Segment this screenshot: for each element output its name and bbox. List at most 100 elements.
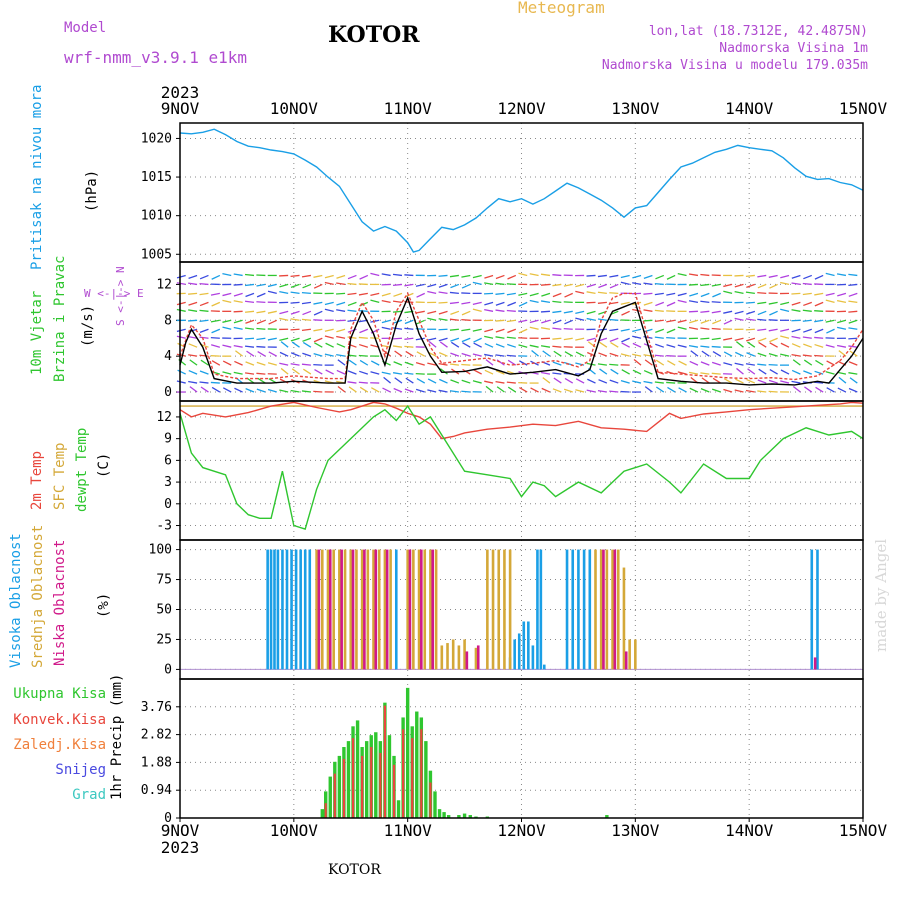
y-tick-label: 3.76 — [141, 700, 172, 715]
wind-arrow — [815, 359, 824, 366]
wind-arrow — [654, 336, 664, 339]
wind-arrow — [597, 291, 607, 295]
wind-arrow — [233, 344, 243, 348]
wind-arrow — [826, 387, 835, 393]
wind-arrow — [347, 274, 357, 280]
cloud-bar-high — [276, 549, 280, 670]
wind-arrow — [768, 379, 778, 384]
cloud-bar-low — [420, 549, 423, 670]
wind-arrow — [599, 341, 608, 348]
wind-arrow — [609, 379, 619, 384]
x-tick-label-bottom: 14NOV — [725, 821, 774, 840]
wind-arrow — [575, 290, 585, 295]
wind-arrow — [301, 328, 311, 332]
precip-bar-convective — [342, 758, 346, 818]
cloud-bar-low — [328, 549, 332, 670]
precip-bar-convective — [333, 773, 336, 818]
dewpt-temp-line — [179, 404, 864, 530]
wind-arrow — [381, 292, 391, 297]
wind-arrow — [484, 308, 494, 312]
wind-arrow — [564, 377, 574, 384]
wind-arrow — [449, 318, 459, 321]
wind-arrow — [700, 300, 710, 303]
wind-arrow — [621, 310, 630, 316]
wind-arrow — [279, 291, 289, 295]
wind-arrow — [802, 319, 812, 322]
wind-arrow — [245, 319, 255, 324]
wind-arrow — [268, 351, 278, 357]
wind-arrow — [791, 380, 801, 384]
wind-arrow — [392, 300, 403, 303]
wind-arrow — [518, 272, 528, 277]
wind-arrow — [392, 372, 403, 375]
wind-arrow — [290, 318, 300, 321]
wind-arrow — [393, 292, 403, 297]
wind-arrow — [757, 390, 767, 393]
wind-arrow — [575, 337, 585, 341]
wind-arrow — [780, 328, 790, 332]
wind-arrow — [472, 274, 482, 279]
wind-arrow — [757, 352, 767, 357]
wind-arrow — [199, 354, 209, 357]
wind-arrow — [712, 377, 722, 384]
wind-arrow — [747, 341, 756, 348]
meteogram-label: Meteogram — [518, 0, 605, 17]
wind-arrow — [758, 341, 767, 348]
wind-arrow — [620, 274, 630, 279]
wind-arrow — [336, 274, 346, 279]
wind-arrow — [620, 379, 630, 384]
wind-arrow — [336, 282, 346, 286]
precip-bar-total — [462, 813, 467, 818]
cloud-bar-mid — [366, 549, 370, 670]
wind-arrow — [233, 300, 243, 303]
wind-arrow — [700, 372, 710, 375]
x-tick-label-top: 13NOV — [611, 99, 660, 118]
wind-arrow — [610, 342, 619, 348]
wind-arrow — [199, 336, 209, 339]
wind-arrow — [791, 369, 801, 375]
wind-arrow — [745, 363, 755, 366]
wind-arrow — [757, 318, 767, 321]
wind-arrow — [495, 336, 505, 339]
wind-arrow — [279, 310, 289, 315]
wind-arrow — [188, 292, 198, 295]
wind-arrow — [427, 290, 437, 295]
wind-arrow — [700, 345, 710, 348]
wind-arrow — [301, 318, 311, 321]
wind-arrow — [347, 328, 357, 333]
wind-arrow — [814, 354, 824, 357]
cloud-bar-high — [290, 549, 293, 670]
wind-arrow — [290, 389, 300, 393]
wind-arrow — [804, 386, 813, 393]
wind-arrow — [256, 301, 266, 304]
wind-arrow — [632, 353, 642, 357]
wind-arrow — [780, 308, 790, 312]
wind-gust-line — [179, 291, 864, 381]
wind-arrow — [427, 362, 437, 366]
wind-arrow — [370, 360, 380, 366]
precip-bar-convective — [402, 729, 405, 818]
wind-arrow — [643, 369, 653, 375]
wind-arrow — [438, 352, 448, 357]
wind-arrow — [540, 283, 551, 286]
cloud-bar-low — [476, 645, 480, 670]
wind-arrow — [586, 389, 596, 393]
wind-arrow — [302, 310, 312, 316]
wind-arrow — [802, 336, 812, 339]
cloud-bar-mid — [491, 549, 495, 670]
wind-arrow — [518, 292, 528, 296]
wind-arrow — [700, 292, 710, 298]
wind-arrow — [700, 273, 710, 277]
wind-arrow — [518, 301, 528, 307]
wind-arrow — [791, 335, 801, 339]
precip-bar-convective — [411, 738, 414, 818]
wind-arrow — [632, 328, 642, 333]
wind-arrow — [336, 328, 346, 333]
y-tick-label: 0 — [164, 662, 172, 677]
cloud-bar-high — [299, 549, 302, 670]
cloud-bar-low — [340, 549, 343, 670]
wind-arrow — [222, 387, 232, 393]
cloud-bar-low — [624, 651, 628, 670]
wind-arrow — [542, 377, 551, 384]
wind-arrow — [575, 317, 585, 321]
